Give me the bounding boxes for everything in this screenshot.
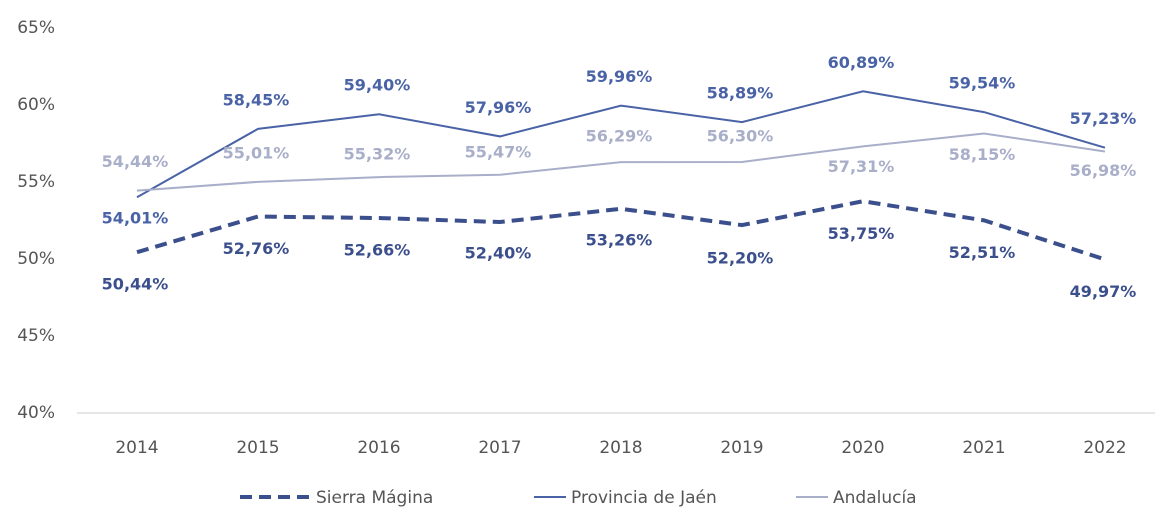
- x-tick-label: 2014: [115, 438, 158, 458]
- y-tick-label: 50%: [17, 249, 55, 269]
- x-tick-label: 2018: [599, 438, 642, 458]
- data-label: 55,01%: [223, 143, 290, 162]
- data-label: 55,47%: [465, 142, 532, 161]
- data-label: 59,96%: [586, 67, 653, 86]
- x-tick-label: 2017: [478, 438, 521, 458]
- data-label: 56,98%: [1070, 161, 1137, 180]
- data-label: 58,15%: [949, 145, 1016, 164]
- data-label: 53,26%: [586, 230, 653, 249]
- data-label: 52,76%: [223, 239, 290, 258]
- y-tick-label: 60%: [17, 95, 55, 115]
- series-line: [136, 199, 1106, 262]
- y-tick-label: 65%: [17, 18, 55, 38]
- data-label: 58,89%: [707, 84, 774, 103]
- legend-label: Andalucía: [833, 488, 917, 508]
- data-label: 52,40%: [465, 244, 532, 263]
- series-line: [136, 90, 1106, 199]
- data-label: 57,96%: [465, 98, 532, 117]
- x-tick-label: 2022: [1083, 438, 1126, 458]
- data-label: 60,89%: [828, 53, 895, 72]
- legend-label: Sierra Mágina: [316, 488, 433, 508]
- series-line: [136, 132, 1106, 192]
- y-tick-label: 55%: [17, 172, 55, 192]
- data-label: 54,44%: [102, 152, 169, 171]
- data-label: 57,23%: [1070, 109, 1137, 128]
- x-tick-label: 2015: [236, 438, 279, 458]
- x-tick-label: 2016: [357, 438, 400, 458]
- x-tick-label: 2019: [720, 438, 763, 458]
- data-label: 56,30%: [707, 126, 774, 145]
- legend-label: Provincia de Jaén: [571, 488, 717, 508]
- data-label: 52,51%: [949, 243, 1016, 262]
- data-label: 54,01%: [102, 209, 169, 228]
- data-label: 52,20%: [707, 249, 774, 268]
- data-label: 52,66%: [344, 241, 411, 260]
- data-label: 53,75%: [828, 224, 895, 243]
- data-label: 56,29%: [586, 127, 653, 146]
- data-label: 57,31%: [828, 157, 895, 176]
- y-tick-label: 40%: [17, 403, 55, 423]
- data-label: 59,54%: [949, 74, 1016, 93]
- data-label: 49,97%: [1070, 282, 1137, 301]
- x-tick-label: 2021: [962, 438, 1005, 458]
- data-label: 50,44%: [102, 275, 169, 294]
- data-label: 55,32%: [344, 145, 411, 164]
- x-tick-label: 2020: [841, 438, 884, 458]
- data-label: 58,45%: [223, 90, 290, 109]
- data-label: 59,40%: [344, 76, 411, 95]
- y-tick-label: 45%: [17, 326, 55, 346]
